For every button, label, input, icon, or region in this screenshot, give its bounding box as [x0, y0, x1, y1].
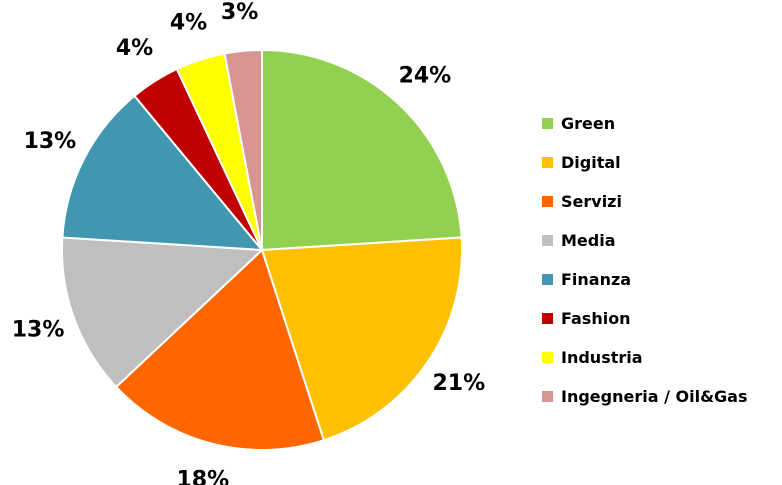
pie-slice-media	[60, 236, 263, 388]
legend-swatch	[542, 274, 553, 285]
pie-value-label: 18%	[176, 468, 229, 485]
pie-value-label: 4%	[170, 11, 207, 36]
legend-label: Media	[561, 231, 616, 250]
pie-slice-servizi	[115, 249, 325, 451]
legend-swatch	[542, 235, 553, 246]
pie-slice-digital	[261, 236, 464, 442]
legend-item: Digital	[542, 143, 782, 182]
legend-swatch	[542, 313, 553, 324]
legend-item: Industria	[542, 338, 782, 377]
legend-swatch	[542, 157, 553, 168]
legend-item: Servizi	[542, 182, 782, 221]
pie-value-label: 13%	[12, 318, 65, 343]
legend-item: Finanza	[542, 260, 782, 299]
chart-legend: Green Digital Servizi Media Finanza Fashion In…	[542, 104, 782, 416]
legend-item: Green	[542, 104, 782, 143]
legend-swatch	[542, 391, 553, 402]
pie-slice-green	[261, 49, 463, 251]
pie-slice-finanza	[61, 94, 263, 251]
pie-value-label: 24%	[399, 64, 452, 89]
pie-value-label: 13%	[24, 129, 77, 154]
pie-value-labels: 24% 21% 18% 13% 13% 4% 4% 3%	[12, 0, 485, 485]
pie-value-label: 3%	[221, 0, 258, 25]
legend-item: Fashion	[542, 299, 782, 338]
legend-label: Finanza	[561, 270, 632, 289]
legend-label: Green	[561, 114, 616, 133]
pie-slices	[60, 49, 464, 451]
legend-label: Servizi	[561, 192, 622, 211]
pie-value-label: 4%	[116, 36, 153, 61]
pie-value-label: 21%	[432, 371, 485, 396]
legend-swatch	[542, 196, 553, 207]
legend-item: Ingegneria / Oil&Gas	[542, 377, 782, 416]
pie-slice-ingegneria-oil-gas	[223, 49, 263, 251]
legend-label: Ingegneria / Oil&Gas	[561, 387, 748, 406]
legend-swatch	[542, 352, 553, 363]
legend-item: Media	[542, 221, 782, 260]
legend-label: Industria	[561, 348, 643, 367]
legend-swatch	[542, 118, 553, 129]
legend-label: Digital	[561, 153, 621, 172]
legend-label: Fashion	[561, 309, 631, 328]
